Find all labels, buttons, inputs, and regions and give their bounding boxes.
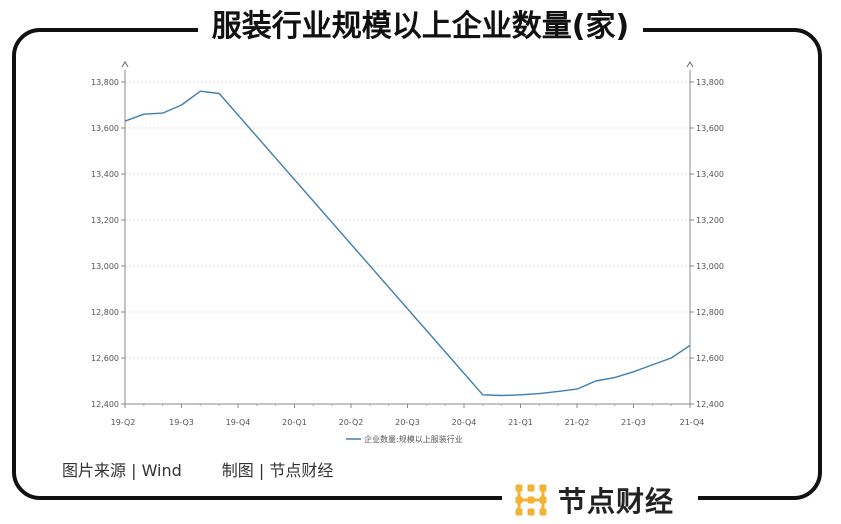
y-tick-label-left: 13,800: [91, 78, 119, 87]
chart-title: 服装行业规模以上企业数量(家): [197, 6, 644, 48]
source-text: 图片来源 | Wind: [62, 461, 182, 480]
x-tick-label: 20-Q3: [395, 418, 420, 427]
y-tick-label-left: 13,200: [91, 216, 119, 225]
y-tick-label-right: 12,800: [696, 308, 724, 317]
y-tick-label-right: 12,400: [696, 400, 724, 409]
legend: 企业数量:规模以上服装行业: [346, 434, 463, 444]
y-tick-label-right: 13,000: [696, 262, 724, 271]
y-tick-label-left: 12,800: [91, 308, 119, 317]
logo-dot: [527, 484, 535, 492]
y-axis-left-arrow-icon: [121, 61, 129, 68]
y-tick-label-right: 13,200: [696, 216, 724, 225]
title-bar: 服装行业规模以上企业数量(家): [0, 6, 841, 48]
logo-dot: [527, 508, 535, 516]
x-tick-label: 19-Q4: [226, 418, 251, 427]
x-tick-label: 21-Q4: [680, 418, 705, 427]
y-tick-label-right: 13,400: [696, 170, 724, 179]
grid-lines: [125, 81, 690, 359]
y-tick-label-left: 13,000: [91, 262, 119, 271]
x-tick-label: 21-Q3: [621, 418, 646, 427]
node-logo-icon: [515, 484, 547, 516]
y-tick-label-right: 12,600: [696, 354, 724, 363]
logo-bar: [519, 498, 543, 502]
series-group: [124, 90, 691, 397]
x-tick-label: 21-Q2: [565, 418, 590, 427]
y-tick-label-right: 13,600: [696, 124, 724, 133]
y-axis-left: 12,400 12,600 12,800 13,000 13,200 13,400 13,6…: [91, 78, 125, 409]
legend-label: 企业数量:规模以上服装行业: [364, 434, 463, 444]
y-axis-right-arrow-icon: [686, 61, 694, 68]
brand: 节点财经: [502, 478, 698, 522]
x-tick-label: 20-Q2: [339, 418, 364, 427]
y-tick-label-right: 13,800: [696, 78, 724, 87]
axes: [121, 61, 694, 405]
series-line: [124, 90, 691, 397]
x-tick-label: 20-Q4: [452, 418, 477, 427]
x-axis: 19-Q2 19-Q3 19-Q4 20-Q1 20-Q2 20-Q3 20-Q4 21-Q1…: [111, 404, 705, 427]
credit-text: 制图 | 节点财经: [221, 461, 334, 480]
y-tick-label-left: 13,400: [91, 170, 119, 179]
source-line: 图片来源 | Wind 制图 | 节点财经: [62, 457, 333, 481]
brand-name: 节点财经: [558, 485, 675, 518]
x-tick-label: 21-Q1: [508, 418, 533, 427]
y-tick-label-left: 13,600: [91, 124, 119, 133]
y-axis-right: 12,400 12,600 12,800 13,000 13,200 13,400 13,6…: [690, 78, 724, 409]
y-tick-label-left: 12,600: [91, 354, 119, 363]
y-tick-label-left: 12,400: [91, 400, 119, 409]
x-tick-label: 20-Q1: [282, 418, 307, 427]
x-tick-label: 19-Q3: [169, 418, 194, 427]
x-tick-label: 19-Q2: [111, 418, 136, 427]
